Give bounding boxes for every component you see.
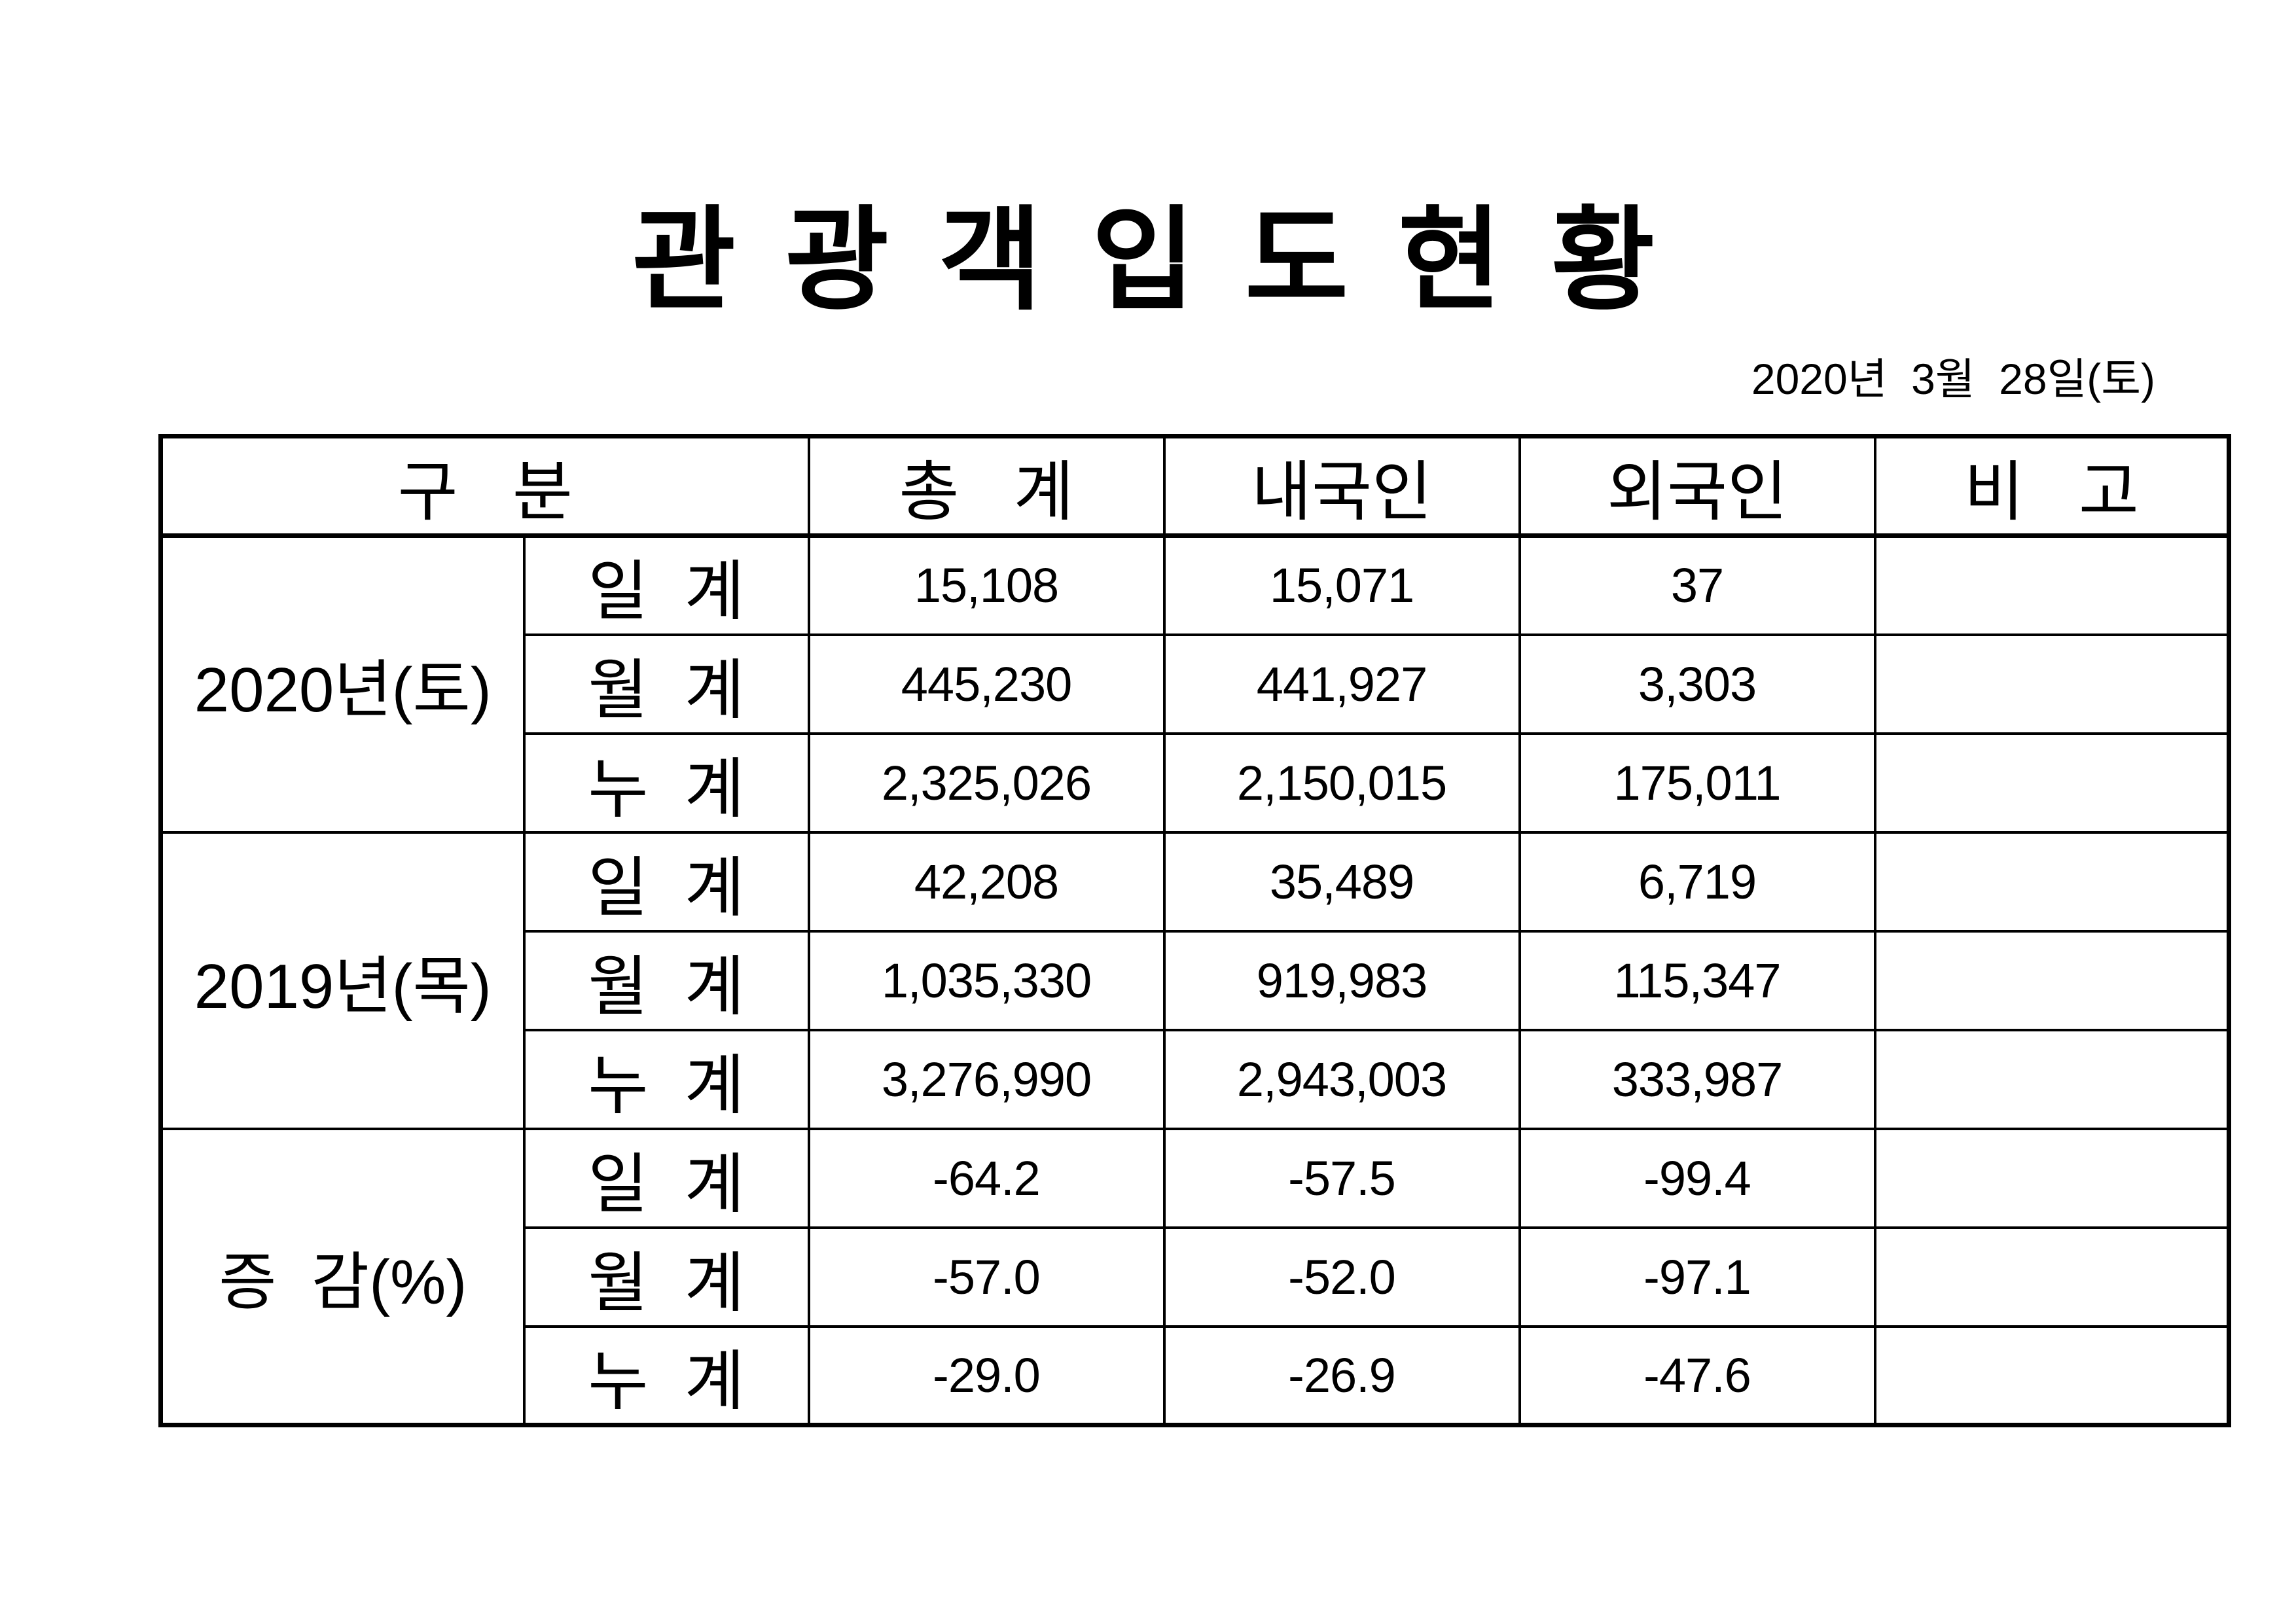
cell-note [1873, 633, 2231, 735]
row-label: 일 계 [522, 830, 810, 933]
table-row: 월 계 445,230 441,927 3,303 [161, 633, 2231, 735]
cell-foreign: 3,303 [1518, 633, 1876, 735]
header-foreign: 외국인 [1518, 435, 1876, 538]
cell-note [1873, 1325, 2231, 1427]
cell-domestic: 2,150,015 [1162, 732, 1521, 834]
group-label-2019: 2019년(목) [159, 830, 526, 1130]
cell-total: -64.2 [807, 1127, 1166, 1229]
cell-note [1873, 1226, 2231, 1328]
header-category: 구 분 [159, 435, 810, 538]
cell-total: 3,276,990 [807, 1028, 1166, 1130]
cell-domestic: -26.9 [1162, 1325, 1521, 1427]
cell-note [1873, 1127, 2231, 1229]
row-label: 누 계 [522, 1028, 810, 1130]
header-total: 총 계 [807, 435, 1166, 538]
cell-domestic: 2,943,003 [1162, 1028, 1521, 1130]
cell-domestic: 15,071 [1162, 534, 1521, 636]
cell-foreign: 333,987 [1518, 1028, 1876, 1130]
cell-domestic: 35,489 [1162, 830, 1521, 933]
cell-domestic: 441,927 [1162, 633, 1521, 735]
row-label: 월 계 [522, 633, 810, 735]
cell-foreign: -47.6 [1518, 1325, 1876, 1427]
table-row: 2020년(토) 일 계 15,108 15,071 37 [159, 534, 2231, 834]
cell-total: 2,325,026 [807, 732, 1166, 834]
cell-foreign: 6,719 [1518, 830, 1876, 933]
cell-note [1873, 732, 2231, 834]
cell-total: 1,035,330 [807, 929, 1166, 1031]
table-row: 누 계 3,276,990 2,943,003 333,987 [161, 1028, 2231, 1130]
cell-foreign: 175,011 [1518, 732, 1876, 834]
cell-foreign: -97.1 [1518, 1226, 1876, 1328]
table-row: 증 감(%) 일 계 -64.2 -57.5 -99.4 [159, 1127, 2231, 1427]
page-title: 관 광 객 입 도 현 황 [632, 198, 1664, 323]
table-row: 2019년(목) 일 계 42,208 35,489 6,719 [159, 830, 2231, 1130]
cell-note [1873, 534, 2231, 636]
cell-total: -57.0 [807, 1226, 1166, 1328]
table-row: 누 계 -29.0 -26.9 -47.6 [161, 1325, 2231, 1427]
report-date: 2020년 3월 28일(토) [1751, 355, 2155, 403]
cell-total: -29.0 [807, 1325, 1166, 1427]
cell-note [1873, 830, 2231, 933]
cell-note [1873, 929, 2231, 1031]
group-label-change: 증 감(%) [159, 1127, 526, 1427]
row-label: 월 계 [522, 1226, 810, 1328]
cell-foreign: 37 [1518, 534, 1876, 636]
cell-domestic: 919,983 [1162, 929, 1521, 1031]
cell-foreign: 115,347 [1518, 929, 1876, 1031]
row-label: 누 계 [522, 732, 810, 834]
tourist-arrivals-table: 구 분 총 계 내국인 외국인 비 고 2020년(토) 일 계 15,108 … [158, 434, 2232, 1427]
group-label-2020: 2020년(토) [159, 534, 526, 834]
cell-total: 445,230 [807, 633, 1166, 735]
row-label: 누 계 [522, 1325, 810, 1427]
cell-domestic: -52.0 [1162, 1226, 1521, 1328]
table-row: 월 계 1,035,330 919,983 115,347 [161, 929, 2231, 1031]
row-label: 월 계 [522, 929, 810, 1031]
cell-domestic: -57.5 [1162, 1127, 1521, 1229]
table-row: 월 계 -57.0 -52.0 -97.1 [161, 1226, 2231, 1328]
cell-foreign: -99.4 [1518, 1127, 1876, 1229]
row-label: 일 계 [522, 534, 810, 636]
cell-total: 42,208 [807, 830, 1166, 933]
table-header-row: 구 분 총 계 내국인 외국인 비 고 [159, 435, 2231, 538]
cell-total: 15,108 [807, 534, 1166, 636]
header-domestic: 내국인 [1162, 435, 1521, 538]
cell-note [1873, 1028, 2231, 1130]
header-note: 비 고 [1873, 435, 2231, 538]
row-label: 일 계 [522, 1127, 810, 1229]
table-row: 누 계 2,325,026 2,150,015 175,011 [161, 732, 2231, 834]
